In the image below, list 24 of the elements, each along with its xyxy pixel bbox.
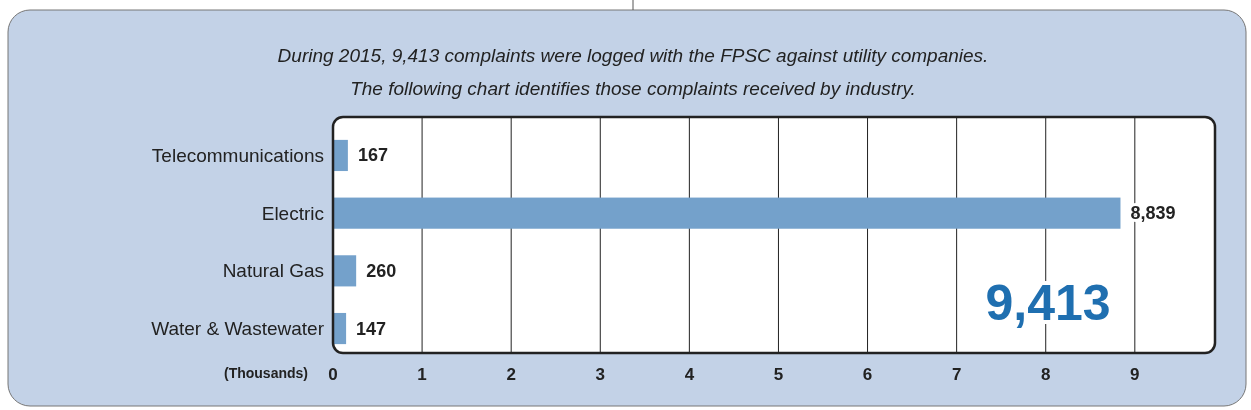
x-tick-label: 5 (773, 365, 784, 384)
y-tick-label: Natural Gas (222, 260, 324, 282)
x-tick-label: 8 (1040, 365, 1051, 384)
bar (333, 312, 347, 345)
x-axis-title: (Thousands) (224, 365, 308, 381)
y-tick-label: Water & Wastewater (151, 318, 325, 340)
annotation: 260 (366, 260, 397, 281)
x-tick-label: 9 (1130, 365, 1140, 384)
y-tick-label: Telecommunications (151, 144, 324, 166)
y-tick-label: Electric (261, 202, 324, 224)
bar (333, 139, 348, 172)
x-tick-label: 1 (417, 365, 427, 384)
chart-title: During 2015, 9,413 complaints were logged with the FPSC against utility companies. (277, 45, 989, 66)
chart-subtitle: The following chart identifies those complaints received by industry. (350, 78, 916, 99)
bar (333, 197, 1121, 229)
x-tick-label: 7 (951, 365, 962, 384)
bar (333, 255, 357, 287)
x-tick-label: 4 (684, 365, 695, 384)
x-tick-label: 6 (862, 365, 873, 384)
x-tick-label: 3 (595, 365, 606, 384)
x-tick-label: 0 (328, 365, 338, 384)
annotation: 167 (357, 145, 388, 166)
x-tick-label: 2 (506, 365, 516, 384)
annotation: 147 (356, 318, 387, 339)
